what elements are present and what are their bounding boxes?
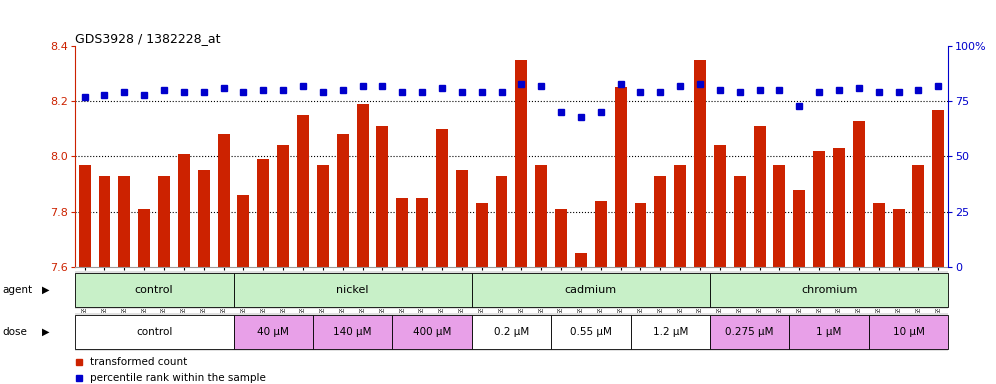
Text: control: control bbox=[135, 327, 172, 337]
Text: agent: agent bbox=[2, 285, 32, 295]
Text: 1 μM: 1 μM bbox=[817, 327, 842, 337]
Bar bbox=[237, 195, 249, 267]
Text: 0.55 μM: 0.55 μM bbox=[570, 327, 612, 337]
Text: 0.275 μM: 0.275 μM bbox=[725, 327, 774, 337]
Bar bbox=[710, 315, 790, 349]
Bar bbox=[912, 165, 924, 267]
Bar bbox=[754, 126, 766, 267]
Bar bbox=[575, 253, 587, 267]
Bar bbox=[75, 315, 233, 349]
Bar bbox=[476, 204, 488, 267]
Bar bbox=[794, 190, 805, 267]
Text: 1.2 μM: 1.2 μM bbox=[652, 327, 688, 337]
Bar bbox=[158, 176, 170, 267]
Bar bbox=[392, 315, 472, 349]
Bar bbox=[892, 209, 904, 267]
Bar bbox=[416, 198, 428, 267]
Bar bbox=[932, 109, 944, 267]
Bar bbox=[436, 129, 448, 267]
Bar bbox=[138, 209, 150, 267]
Text: 140 μM: 140 μM bbox=[334, 327, 372, 337]
Text: GDS3928 / 1382228_at: GDS3928 / 1382228_at bbox=[75, 32, 220, 45]
Text: 40 μM: 40 μM bbox=[257, 327, 289, 337]
Bar bbox=[515, 60, 527, 267]
Text: chromium: chromium bbox=[801, 285, 858, 295]
Text: cadmium: cadmium bbox=[565, 285, 617, 295]
Bar bbox=[357, 104, 369, 267]
Text: 400 μM: 400 μM bbox=[413, 327, 451, 337]
Bar bbox=[694, 60, 706, 267]
Bar bbox=[233, 315, 313, 349]
Bar bbox=[456, 170, 468, 267]
Bar bbox=[257, 159, 269, 267]
Bar bbox=[376, 126, 388, 267]
Bar bbox=[75, 273, 233, 307]
Text: dose: dose bbox=[2, 327, 27, 337]
Bar bbox=[496, 176, 508, 267]
Bar bbox=[654, 176, 666, 267]
Bar bbox=[813, 151, 825, 267]
Bar bbox=[218, 134, 229, 267]
Bar bbox=[710, 273, 948, 307]
Text: percentile rank within the sample: percentile rank within the sample bbox=[91, 372, 266, 383]
Text: 10 μM: 10 μM bbox=[892, 327, 924, 337]
Bar bbox=[869, 315, 948, 349]
Bar bbox=[872, 204, 884, 267]
Bar bbox=[774, 165, 786, 267]
Bar bbox=[198, 170, 210, 267]
Bar bbox=[551, 315, 630, 349]
Bar bbox=[472, 315, 551, 349]
Bar bbox=[535, 165, 547, 267]
Bar bbox=[317, 165, 329, 267]
Bar bbox=[634, 204, 646, 267]
Text: ▶: ▶ bbox=[42, 327, 50, 337]
Bar bbox=[99, 176, 111, 267]
Bar bbox=[297, 115, 309, 267]
Bar bbox=[630, 315, 710, 349]
Bar bbox=[337, 134, 349, 267]
Text: nickel: nickel bbox=[337, 285, 369, 295]
Bar bbox=[277, 146, 289, 267]
Text: transformed count: transformed count bbox=[91, 356, 187, 367]
Bar bbox=[714, 146, 726, 267]
Bar bbox=[790, 315, 869, 349]
Bar bbox=[833, 148, 845, 267]
Bar bbox=[313, 315, 392, 349]
Text: control: control bbox=[134, 285, 173, 295]
Text: 0.2 μM: 0.2 μM bbox=[494, 327, 529, 337]
Bar bbox=[555, 209, 567, 267]
Bar bbox=[615, 88, 626, 267]
Bar bbox=[595, 201, 607, 267]
Bar bbox=[674, 165, 686, 267]
Bar bbox=[853, 121, 865, 267]
Text: ▶: ▶ bbox=[42, 285, 50, 295]
Bar bbox=[734, 176, 746, 267]
Bar bbox=[119, 176, 130, 267]
Bar bbox=[396, 198, 408, 267]
Bar bbox=[79, 165, 91, 267]
Bar bbox=[233, 273, 472, 307]
Bar bbox=[178, 154, 190, 267]
Bar bbox=[472, 273, 710, 307]
